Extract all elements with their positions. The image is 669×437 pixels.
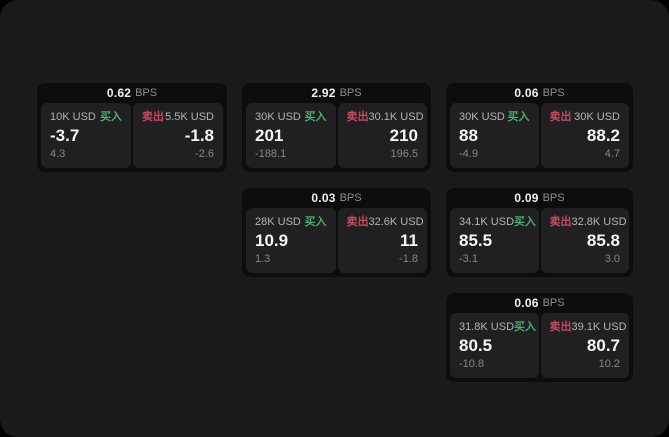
buy-delta-value: -10.8 [459,358,485,370]
sell-button[interactable]: 卖出 [142,111,164,123]
sell-delta-value: 4.7 [604,148,620,160]
bps-value: 0.03 [311,191,336,205]
buy-amount-label: 10K USD [50,111,96,123]
bps-value: 0.06 [514,296,539,310]
quote-card: 0.62 BPS 10K USD 买入 -3.7 4.3 卖出 5.5K USD… [37,83,227,172]
sell-price-value: 80.7 [586,336,620,355]
quote-card: 2.92 BPS 30K USD 买入 201 -188.1 卖出 30.1K … [242,83,431,172]
buy-button[interactable]: 买入 [304,111,327,123]
buy-price-value: 80.5 [459,336,493,355]
sell-price-value: -1.8 [184,126,214,145]
sell-panel[interactable]: 卖出 5.5K USD -1.8 -2.6 [133,103,223,168]
quote-panels: 31.8K USD 买入 80.5 -10.8 卖出 39.1K USD 80.… [450,313,629,378]
sell-button[interactable]: 卖出 [549,321,572,333]
bps-unit-label: BPS [542,297,565,309]
buy-button[interactable]: 买入 [304,216,327,228]
buy-button[interactable]: 买入 [514,321,537,333]
quote-panels: 10K USD 买入 -3.7 4.3 卖出 5.5K USD -1.8 -2.… [41,103,223,168]
card-header: 0.09 BPS [446,188,633,208]
sell-delta-value: 3.0 [604,253,620,265]
bps-value: 2.92 [311,86,336,100]
sell-delta-value: -1.8 [399,253,418,265]
sell-price-value: 85.8 [586,231,620,250]
sell-panel[interactable]: 卖出 32.8K USD 85.8 3.0 [540,208,629,273]
buy-panel[interactable]: 30K USD 买入 88 -4.9 [450,103,539,168]
buy-delta-value: -3.1 [459,253,478,265]
bps-value: 0.09 [514,191,539,205]
buy-panel[interactable]: 28K USD 买入 10.9 1.3 [246,208,336,273]
sell-price-value: 210 [389,126,418,145]
buy-button[interactable]: 买入 [100,111,122,123]
buy-price-value: 88 [459,126,478,145]
buy-amount-label: 31.8K USD [459,321,515,333]
quote-card: 0.06 BPS 30K USD 买入 88 -4.9 卖出 30K USD 8… [446,83,633,172]
card-header: 0.06 BPS [446,293,633,313]
buy-delta-value: 1.3 [255,253,271,265]
sell-amount-label: 30K USD [574,111,620,123]
quote-panels: 30K USD 买入 88 -4.9 卖出 30K USD 88.2 4.7 [450,103,629,168]
quote-card: 0.06 BPS 31.8K USD 买入 80.5 -10.8 卖出 39.1… [446,293,633,382]
quote-panels: 28K USD 买入 10.9 1.3 卖出 32.6K USD 11 -1.8 [246,208,427,273]
card-header: 0.06 BPS [446,83,633,103]
bps-unit-label: BPS [339,192,362,204]
sell-amount-label: 32.6K USD [368,216,424,228]
buy-amount-label: 30K USD [459,111,505,123]
buy-panel[interactable]: 30K USD 买入 201 -188.1 [246,103,336,168]
quote-panels: 34.1K USD 买入 85.5 -3.1 卖出 32.8K USD 85.8… [450,208,629,273]
buy-button[interactable]: 买入 [507,111,530,123]
bps-value: 0.06 [514,86,539,100]
buy-panel[interactable]: 31.8K USD 买入 80.5 -10.8 [450,313,539,378]
card-header: 2.92 BPS [242,83,431,103]
sell-panel[interactable]: 卖出 32.6K USD 11 -1.8 [337,208,427,273]
bps-unit-label: BPS [135,87,158,99]
sell-amount-label: 32.8K USD [571,216,627,228]
sell-delta-value: 196.5 [390,148,418,160]
buy-button[interactable]: 买入 [514,216,537,228]
sell-price-value: 88.2 [586,126,620,145]
quote-card: 0.03 BPS 28K USD 买入 10.9 1.3 卖出 32.6K US… [242,188,431,277]
bps-unit-label: BPS [542,87,565,99]
sell-panel[interactable]: 卖出 39.1K USD 80.7 10.2 [540,313,629,378]
buy-panel[interactable]: 10K USD 买入 -3.7 4.3 [41,103,131,168]
buy-price-value: 201 [255,126,284,145]
sell-button[interactable]: 卖出 [346,111,369,123]
buy-amount-label: 30K USD [255,111,301,123]
sell-delta-value: 10.2 [598,358,620,370]
sell-amount-label: 39.1K USD [571,321,627,333]
buy-delta-value: -4.9 [459,148,478,160]
quote-card: 0.09 BPS 34.1K USD 买入 85.5 -3.1 卖出 32.8K… [446,188,633,277]
buy-price-value: -3.7 [50,126,80,145]
buy-delta-value: 4.3 [50,148,66,160]
buy-price-value: 85.5 [459,231,493,250]
buy-amount-label: 28K USD [255,216,301,228]
bps-unit-label: BPS [339,87,362,99]
quote-panels: 30K USD 买入 201 -188.1 卖出 30.1K USD 210 1… [246,103,427,168]
card-header: 0.03 BPS [242,188,431,208]
bps-unit-label: BPS [542,192,565,204]
buy-panel[interactable]: 34.1K USD 买入 85.5 -3.1 [450,208,539,273]
buy-price-value: 10.9 [255,231,289,250]
sell-button[interactable]: 卖出 [549,111,572,123]
sell-button[interactable]: 卖出 [346,216,369,228]
sell-amount-label: 30.1K USD [368,111,424,123]
sell-panel[interactable]: 卖出 30.1K USD 210 196.5 [337,103,427,168]
sell-amount-label: 5.5K USD [165,111,214,123]
sell-delta-value: -2.6 [195,148,214,160]
card-header: 0.62 BPS [37,83,227,103]
sell-button[interactable]: 卖出 [549,216,572,228]
buy-amount-label: 34.1K USD [459,216,515,228]
sell-panel[interactable]: 卖出 30K USD 88.2 4.7 [540,103,629,168]
sell-price-value: 11 [400,231,418,250]
buy-delta-value: -188.1 [255,148,287,160]
bps-value: 0.62 [106,86,132,100]
